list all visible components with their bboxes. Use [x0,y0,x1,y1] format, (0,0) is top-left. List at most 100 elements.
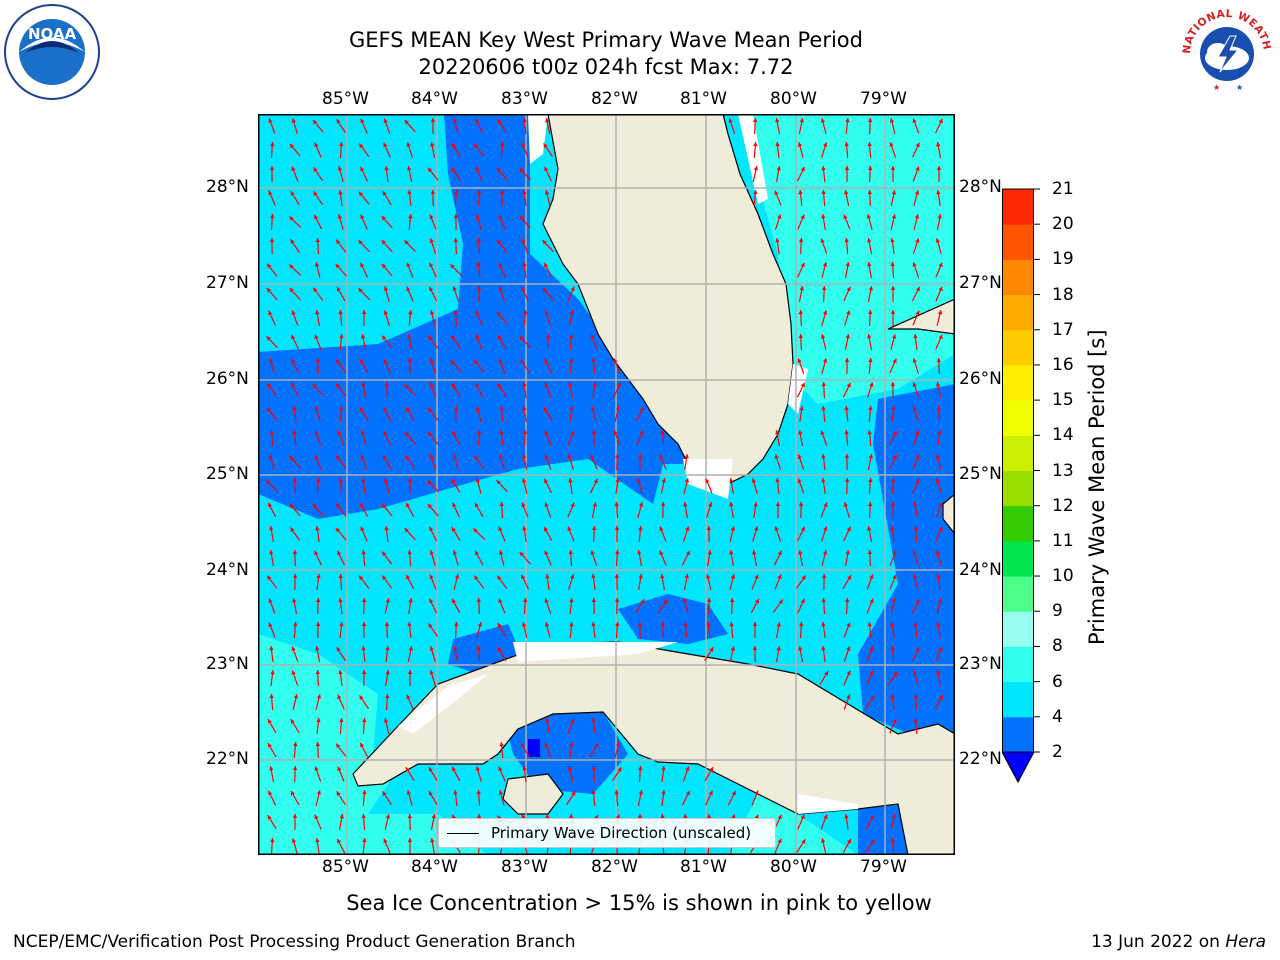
wave-arrow-head [617,767,622,772]
wave-arrow-head [915,646,920,652]
wave-arrow-head [476,238,482,243]
wave-arrow-head [775,238,780,243]
wave-arrow-head [267,719,272,724]
svg-text:NOAA: NOAA [28,25,77,43]
wave-arrow-head [544,742,549,748]
wave-arrow-head [937,310,943,315]
lat-label-left: 24°N [206,560,249,580]
wave-arrow-head [268,310,273,316]
wave-arrow-head [822,550,828,555]
wave-arrow-head [430,190,436,195]
wave-arrow-head [546,334,551,339]
lat-label-right: 26°N [959,369,1002,389]
wave-arrow-head [451,527,456,532]
wave-arrow-head [800,526,805,532]
wave-arrow-head [360,742,365,748]
wave-arrow-head [361,622,367,627]
wave-arrow-head [660,502,666,507]
wave-arrow-head [913,718,918,723]
wave-arrow-head [520,359,525,364]
wave-arrow-head [776,646,781,651]
wave-arrow-head [314,550,319,556]
wave-arrow-head [937,430,942,435]
wave-arrow-head [361,550,366,555]
wave-arrow-head [454,622,459,627]
footer-credit: NCEP/EMC/Verification Post Processing Pr… [13,932,576,952]
map-subtitle: 20220606 t00z 024h fcst Max: 7.72 [418,55,794,79]
wave-arrow-head [866,214,872,219]
wave-arrow-head [938,646,943,652]
wave-arrow-head [890,262,895,267]
wave-arrow-head [867,238,872,243]
wave-arrow-head [406,694,411,700]
wave-arrow-head [452,479,456,484]
wave-arrow-head [544,454,549,460]
wave-arrow-head [268,502,273,508]
wave-arrow-head [521,622,527,627]
wave-arrow-head [382,335,387,341]
wave-arrow-head [937,598,943,603]
wave-arrow-head [268,190,273,196]
lon-label-bottom: 83°W [501,857,548,877]
wave-arrow-head [268,118,273,124]
wave-arrow-head [267,263,272,269]
wave-arrow-head [475,118,480,124]
wave-arrow-head [268,598,273,604]
wave-arrow-head [289,143,295,149]
wave-arrow-head [614,790,619,795]
wave-arrow-head [659,526,664,532]
wave-arrow-head [867,142,872,147]
period-region-east [858,384,955,754]
wave-arrow-head [821,646,826,651]
wave-arrow-head [936,670,941,675]
lon-label-bottom: 82°W [591,857,638,877]
wave-arrow-head [361,646,366,651]
wave-arrow-head [892,430,897,436]
wave-arrow-head [337,766,342,772]
wave-arrow-head [637,550,642,555]
wave-arrow-head [663,599,668,604]
wave-arrow-head [660,814,665,819]
wave-arrow-head [569,814,574,819]
wave-arrow-head [316,694,322,699]
footer-date-text: 13 Jun 2022 on [1091,932,1220,952]
wave-arrow-head [867,262,872,267]
wave-arrow-head [800,262,805,268]
wave-arrow-head [476,190,482,195]
wave-arrow-head [843,214,848,220]
colorbar-tick-label: 11 [1052,530,1074,551]
colorbar-tick-label: 14 [1052,425,1074,446]
wave-arrow-head [614,574,620,579]
wave-arrow-head [774,454,779,459]
wave-arrow-head [844,814,849,819]
wave-arrow-head [475,214,481,219]
wave-arrow-head [594,743,599,748]
wave-arrow-head [476,790,481,795]
wave-arrow-head [915,142,920,148]
wave-arrow-head [544,527,548,532]
wave-arrow-head [869,382,874,387]
wave-arrow-head [407,838,413,843]
wave-arrow-head [497,119,502,124]
wave-arrow-head [890,526,895,531]
wave-arrow-head [407,814,413,819]
wave-arrow-head [774,190,779,196]
wave-arrow-head [429,526,434,532]
wave-arrow-head [476,814,482,819]
wave-arrow-head [496,167,502,173]
wave-arrow-head [754,790,759,796]
wave-arrow-head [821,598,826,603]
wave-arrow-head [890,646,895,651]
wave-arrow-head [892,718,897,724]
wave-arrow-head [427,503,433,509]
wave-arrow-head [869,646,874,651]
svg-text:★: ★ [1236,83,1243,92]
wave-arrow-head [543,143,548,148]
wave-arrow-head [381,263,387,269]
wave-arrow-head [752,622,758,627]
wave-arrow-head [729,598,735,603]
wave-arrow-head [269,526,274,531]
wave-arrow-head [453,790,458,795]
wave-arrow-head [800,214,805,220]
wave-arrow-head [914,214,920,219]
